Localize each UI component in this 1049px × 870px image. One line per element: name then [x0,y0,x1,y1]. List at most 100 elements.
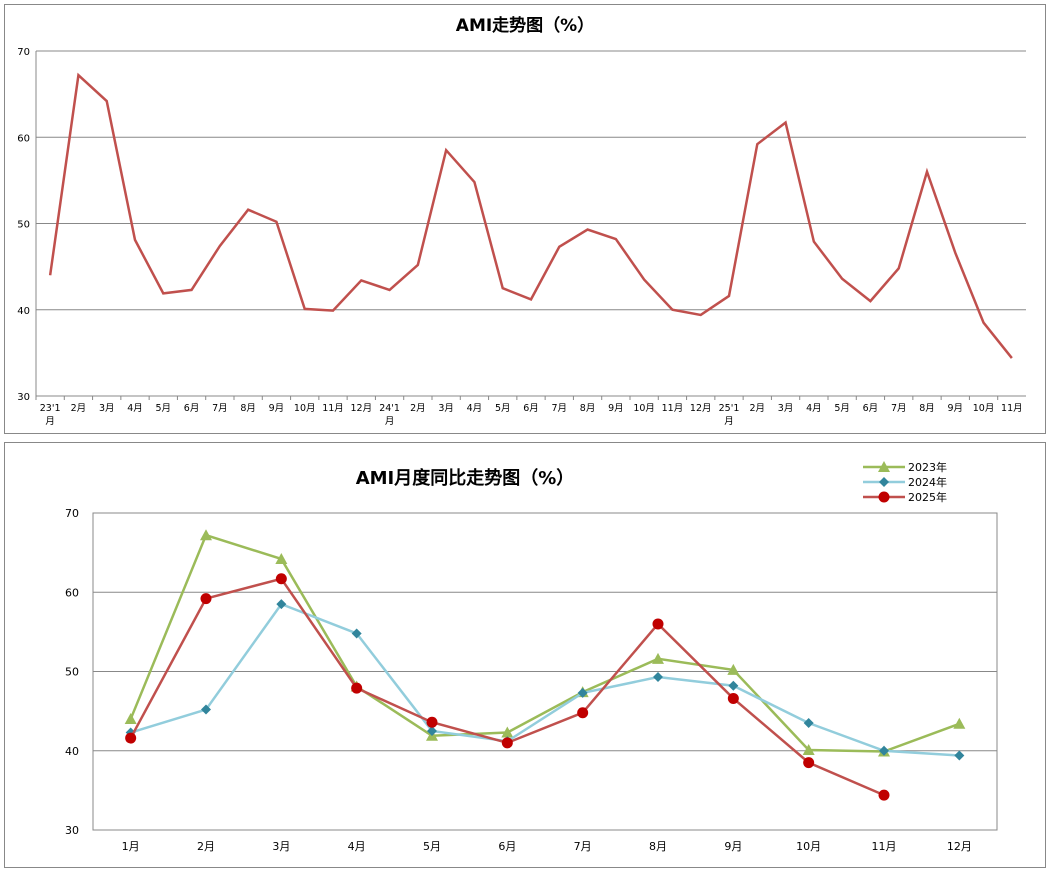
x-tick-label: 11月 [662,403,684,414]
x-tick-label: 25'1 月 [719,403,740,427]
x-tick-label: 4月 [806,403,822,414]
circle-marker [501,737,513,749]
triangle-marker [802,743,815,755]
diamond-marker [201,704,211,715]
y-tick-label: 50 [65,666,79,679]
x-tick-label: 3月 [438,403,454,414]
y-tick-label: 60 [17,133,30,144]
series-line-ami [48,72,1013,359]
x-tick-label: 7月 [891,403,907,414]
x-tick-label: 4月 [467,403,483,414]
circle-marker [727,692,739,704]
x-tick-label: 23'1 月 [40,403,61,427]
y-tick-label: 50 [17,220,30,231]
triangle-marker [953,717,966,729]
y-tick-label: 70 [17,47,30,58]
x-tick-label: 12月 [350,403,372,414]
x-tick-label: 10月 [796,840,821,853]
x-tick-label: 10月 [973,403,995,414]
circle-marker [577,707,589,719]
y-tick-label: 40 [65,745,79,758]
circle-marker [803,757,815,769]
x-tick-label: 3月 [272,840,290,853]
x-tick-label: 6月 [184,403,200,414]
x-tick-label: 5月 [495,403,511,414]
circle-marker [200,593,212,605]
x-tick-label: 6月 [863,403,879,414]
x-tick-label: 9月 [608,403,624,414]
y-tick-label: 30 [65,824,79,837]
x-tick-label: 9月 [724,840,742,853]
y-tick-label: 70 [65,507,79,520]
circle-marker [652,618,664,630]
diamond-marker [653,672,663,683]
x-tick-label: 8月 [919,403,935,414]
x-tick-label: 12月 [947,840,972,853]
diamond-marker [803,718,814,729]
x-tick-label: 10月 [294,403,316,414]
triangle-marker [878,461,890,472]
triangle-marker [652,652,664,664]
circle-marker [275,573,287,585]
circle-marker [125,732,137,744]
triangle-marker [124,713,137,725]
x-tick-label: 2月 [750,403,766,414]
ami-yoy-svg: AMI月度同比走势图（%） 30 40 50 60 70 1月 2月 3月 4月 5月 6月 7月 8月 9… [65,460,998,853]
diamond-marker [577,687,588,698]
x-tick-label: 2月 [197,840,215,853]
x-tick-label: 1月 [122,840,140,853]
ami-trend-svg: AMI走势图（%） 30 40 50 60 70 23'1 月 2月 3月 4月 5月 6月 7月 8月 9月… [17,15,1026,427]
x-tick-label: 4月 [127,403,143,414]
legend-label: 2025年 [908,490,947,504]
x-tick-label: 3月 [778,403,794,414]
x-tick-label: 2月 [71,403,87,414]
series-2025年-line [129,577,885,797]
triangle-marker [727,663,740,675]
circle-marker [878,789,890,801]
circle-marker [351,682,363,694]
diamond-marker [276,599,287,610]
y-tick-label: 40 [17,306,30,317]
triangle-marker [501,726,514,738]
x-tick-label: 9月 [948,403,964,414]
y-tick-label: 60 [65,586,79,599]
x-tick-label: 11月 [322,403,344,414]
x-tick-label: 11月 [1001,403,1023,414]
x-tick-label: 2月 [410,403,426,414]
x-tick-label: 6月 [523,403,539,414]
x-tick-label: 6月 [498,840,516,853]
x-tick-label: 3月 [99,403,115,414]
triangle-marker [200,529,212,541]
x-tick-label: 8月 [649,840,667,853]
diamond-marker [351,628,362,639]
triangle-marker [275,552,288,564]
x-tick-label: 7月 [552,403,568,414]
ami-yoy-chart: AMI月度同比走势图（%） 30 40 50 60 70 1月 2月 3月 4月 5月 6月 7月 8月 9… [4,442,1046,868]
diamond-marker [879,745,889,756]
x-tick-label: 7月 [212,403,228,414]
x-tick-label: 9月 [269,403,285,414]
x-tick-label: 11月 [872,840,897,853]
diamond-marker [728,680,739,691]
ami-trend-chart: AMI走势图（%） 30 40 50 60 70 23'1 月 2月 3月 4月 5月 6月 7月 8月 9月… [4,4,1046,434]
x-tick-label: 24'1 月 [379,403,400,427]
diamond-marker [879,477,889,487]
circle-marker [426,716,438,728]
x-tick-label: 5月 [834,403,850,414]
circle-marker [878,491,890,503]
x-tick-label: 8月 [240,403,256,414]
x-tick-label: 4月 [348,840,366,853]
y-tick-label: 30 [17,392,30,403]
x-tick-label: 5月 [423,840,441,853]
x-tick-label: 10月 [633,403,655,414]
diamond-marker [954,750,965,761]
x-tick-label: 8月 [580,403,596,414]
x-tick-label: 12月 [690,403,712,414]
x-tick-label: 7月 [574,840,592,853]
legend-label: 2023年 [908,460,947,474]
chart-title: AMI月度同比走势图（%） [356,467,575,489]
chart-title: AMI走势图（%） [456,15,594,36]
legend-label: 2024年 [908,475,947,489]
x-tick-label: 5月 [156,403,172,414]
